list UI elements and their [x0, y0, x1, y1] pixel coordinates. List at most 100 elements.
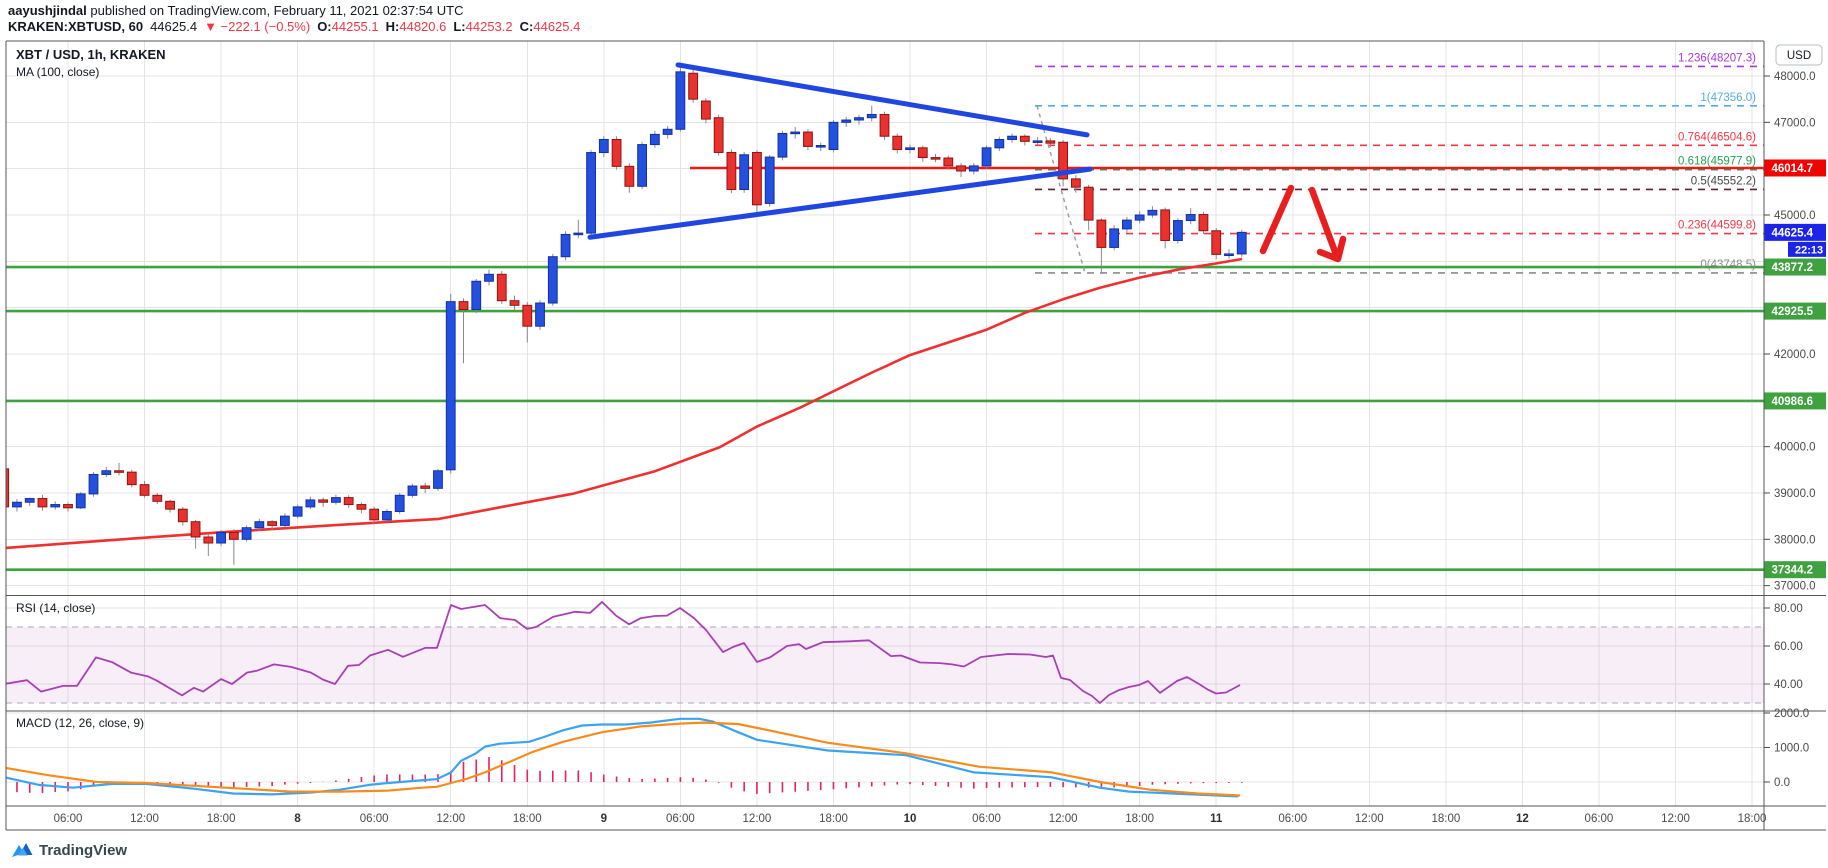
candle — [318, 499, 329, 503]
fib-retracement[interactable]: 1.236(48207.3) 1(47356.0) 0.764(46504.6) 0.… — [1035, 52, 1764, 274]
candle — [241, 527, 252, 540]
time-tick-label: 06:00 — [1585, 813, 1614, 825]
price-tick-label: 47000.0 — [1774, 117, 1816, 129]
price-tick-label: 40.00 — [1774, 679, 1803, 691]
last-price: 44625.4 — [150, 19, 198, 34]
time-tick-label: 18:00 — [513, 813, 542, 825]
open-label: O: — [317, 19, 332, 34]
candle — [713, 117, 724, 153]
price-axis[interactable]: 48000.0 47000.0 45000.0 42000.0 40000.0 39000… — [1764, 44, 1826, 789]
candle — [828, 121, 839, 151]
time-tick-label: 11 — [1210, 813, 1223, 825]
trendline[interactable] — [587, 166, 1093, 240]
time-tick-label: 18:00 — [207, 813, 236, 825]
candle — [662, 128, 673, 135]
candle — [343, 497, 354, 506]
ma100-line[interactable] — [4, 257, 1243, 550]
rsi-band — [6, 627, 1764, 703]
candle — [1211, 230, 1222, 255]
publish-header: aayushjindal published on TradingView.co… — [8, 3, 464, 18]
trendline[interactable] — [675, 62, 1090, 138]
time-tick-label: 18:00 — [1738, 813, 1767, 825]
candle — [407, 485, 418, 496]
price-tick-label: 40000.0 — [1774, 442, 1816, 454]
price-change: ▼ −222.1 (−0.5%) — [204, 19, 311, 34]
candle — [803, 131, 813, 147]
time-tick-label: 12:00 — [1049, 813, 1078, 825]
candles-layer — [6, 64, 1247, 565]
fib-level-label: 0.5(45552.2) — [1691, 175, 1756, 187]
candle — [1134, 214, 1145, 221]
fib-base-line — [1036, 105, 1086, 274]
price-badge-label: 22:13 — [1795, 244, 1823, 256]
close-label: C: — [519, 19, 534, 34]
rsi-line[interactable] — [4, 601, 1241, 704]
candle — [752, 151, 762, 206]
price-badge-label: 43877.2 — [1772, 262, 1814, 274]
candle — [930, 157, 941, 160]
candle — [1236, 231, 1247, 255]
tradingview-logo-icon — [12, 843, 33, 857]
candle — [114, 470, 124, 473]
tradingview-logo-text: TradingView — [39, 841, 128, 859]
candle — [777, 132, 788, 158]
macd-signal-line[interactable] — [4, 721, 1241, 797]
candle — [292, 506, 303, 517]
fib-level-label: 1(47356.0) — [1700, 92, 1756, 104]
candle — [624, 165, 635, 187]
candle — [216, 531, 226, 544]
macd-line[interactable] — [4, 717, 1239, 798]
price-tick-label: 60.00 — [1774, 641, 1803, 653]
price-tick-label: 42000.0 — [1774, 349, 1816, 361]
candle — [37, 498, 48, 508]
candle — [1007, 135, 1017, 140]
candle — [1070, 178, 1081, 188]
price-tick-label: 37000.0 — [1774, 581, 1816, 593]
candle — [305, 499, 316, 508]
candle — [484, 273, 494, 282]
candle — [879, 113, 890, 137]
candle — [1160, 209, 1171, 241]
price-badge — [1764, 302, 1826, 320]
candle — [433, 470, 443, 489]
price-tick-label: 48000.0 — [1774, 71, 1816, 83]
candle — [190, 521, 201, 538]
candle — [331, 497, 341, 503]
candle — [675, 71, 686, 130]
tradingview-logo[interactable]: TradingView — [10, 838, 127, 862]
fib-level-label: 0.236(44599.8) — [1678, 220, 1756, 232]
candle — [1109, 228, 1120, 248]
open-value: 44255.1 — [331, 19, 379, 34]
time-tick-label: 12:00 — [1355, 813, 1384, 825]
price-tick-label: 80.00 — [1774, 603, 1803, 615]
candle — [1173, 220, 1183, 241]
currency-button[interactable] — [1775, 44, 1823, 66]
candle — [177, 508, 188, 523]
candle — [815, 145, 826, 148]
annotation-arrow[interactable] — [1259, 184, 1295, 255]
candle — [1019, 135, 1030, 142]
candle — [522, 304, 533, 327]
candle — [560, 233, 571, 258]
price-tick-label: 0.0 — [1774, 777, 1790, 789]
price-tick-label: 1000.0 — [1774, 743, 1809, 755]
candle — [279, 515, 290, 526]
candle — [1045, 140, 1056, 144]
candle — [637, 144, 648, 187]
candle — [726, 151, 737, 191]
fib-level-label: 0.764(46504.6) — [1678, 131, 1756, 143]
candle — [688, 72, 699, 100]
candle — [598, 138, 609, 154]
price-badge-label: 40986.6 — [1772, 396, 1814, 408]
annotation-arrow[interactable] — [1308, 186, 1347, 263]
time-tick-label: 12 — [1516, 813, 1529, 825]
candle — [139, 484, 150, 496]
time-axis[interactable]: 06:00 12:00 18:00 8 06:00 12:00 18:00 9 06:00 12:… — [54, 813, 1767, 825]
low-label: L: — [453, 19, 466, 34]
publish-info: published on TradingView.com, February 1… — [86, 3, 464, 18]
candle — [573, 232, 584, 236]
candle — [866, 113, 877, 119]
candle — [917, 147, 928, 159]
